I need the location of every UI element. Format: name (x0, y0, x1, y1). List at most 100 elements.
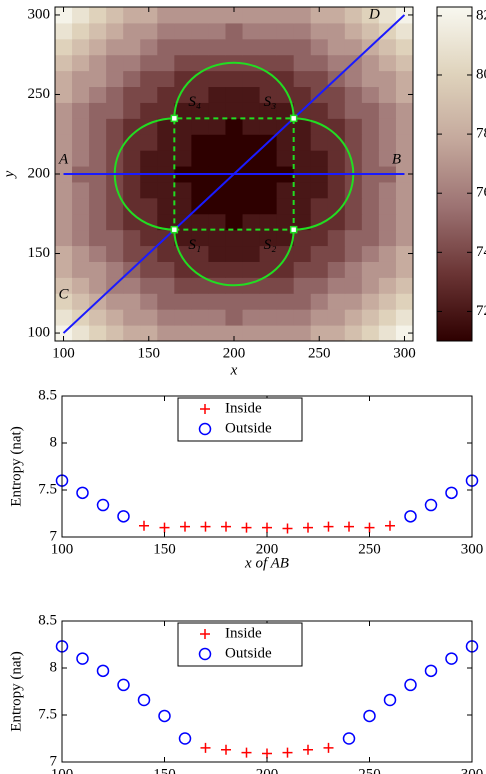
heat-cell (378, 102, 397, 119)
heat-cell (327, 197, 346, 215)
marker-plus (262, 748, 272, 759)
heat-cell (327, 229, 346, 247)
heat-cell (327, 38, 346, 56)
heat-cell (327, 325, 346, 342)
heat-cell (310, 245, 329, 262)
heat-cell (293, 38, 312, 56)
heat-cell (276, 213, 295, 231)
heat-cell (327, 54, 346, 72)
heat-cell (191, 7, 209, 24)
heat-cell (89, 54, 107, 72)
heat-cell (276, 229, 295, 247)
heat-cell (242, 181, 261, 199)
heat-cell (242, 309, 261, 326)
heat-cell (225, 150, 244, 167)
heat-cell (55, 261, 73, 278)
heat-cell (157, 325, 175, 342)
y-tick-label: 200 (28, 165, 51, 181)
heat-cell (378, 38, 397, 56)
heat-cell (310, 54, 329, 72)
marker-circle (342, 732, 356, 745)
heat-cell (123, 102, 141, 119)
heat-cell (259, 277, 278, 294)
sensor-square (173, 117, 295, 231)
heat-cell (140, 54, 158, 72)
heat-cell (361, 86, 380, 103)
heat-cell (72, 277, 90, 294)
heat-cell (327, 309, 346, 326)
heat-cell (225, 197, 244, 215)
marker-plus (180, 521, 190, 532)
heat-cell (225, 245, 244, 262)
heat-cell (55, 22, 73, 40)
colorbar (436, 6, 473, 342)
marker-circle (76, 486, 89, 500)
heat-cell (259, 38, 278, 56)
marker-plus (385, 520, 395, 531)
marker-circle (117, 678, 130, 692)
heat-cell (395, 150, 414, 167)
heat-cell (293, 86, 312, 103)
marker-circle (198, 422, 212, 436)
heat-cell (344, 86, 363, 103)
y-tick-label: 8 (50, 659, 58, 675)
marker-circle (383, 693, 397, 707)
heat-cell (157, 213, 175, 231)
heat-cell (361, 293, 380, 310)
marker-circle (404, 510, 417, 523)
line-label: A (58, 151, 69, 167)
heat-cell (208, 277, 226, 294)
marker-circle (178, 732, 192, 745)
heat-cell (55, 229, 73, 247)
sensor-label: S₂ (264, 237, 277, 253)
heat-cell (208, 245, 226, 262)
heat-cell (191, 150, 209, 167)
heat-cell (123, 213, 141, 231)
heat-cell (123, 309, 141, 326)
heat-cell (123, 325, 141, 342)
marker-circle (96, 498, 110, 512)
heat-cell (395, 70, 414, 88)
x-tick-label: 250 (358, 541, 381, 557)
heat-cell (395, 245, 414, 262)
heat-cell (242, 197, 261, 215)
heat-cell (327, 261, 346, 278)
marker-plus (200, 404, 210, 414)
heat-cell (293, 261, 312, 278)
heat-cell (174, 102, 192, 119)
heat-cell (344, 293, 363, 310)
marker-circle (445, 652, 458, 665)
x-tick-label: 300 (461, 541, 484, 557)
heat-cell (225, 22, 244, 40)
heat-cell (174, 277, 192, 294)
heat-cell (106, 38, 124, 56)
heat-cell (361, 325, 380, 342)
heat-cell (106, 118, 124, 135)
heat-cell (106, 86, 124, 103)
heat-cell (259, 22, 278, 40)
heat-cell (395, 54, 414, 72)
heat-cell (191, 54, 209, 72)
heat-cell (157, 7, 175, 24)
heat-cell (327, 293, 346, 310)
marker-plus (200, 521, 211, 532)
heat-cell (310, 293, 329, 310)
sensor-label: S₁ (188, 237, 201, 253)
heat-cell (259, 118, 278, 135)
x-tick-label: 200 (256, 766, 279, 774)
heat-cell (123, 7, 141, 24)
line-label: C (59, 286, 70, 302)
axes-frame (54, 6, 414, 342)
heat-cell (242, 134, 261, 151)
marker-plus (344, 521, 354, 532)
heat-cell (242, 70, 261, 88)
heat-cell (157, 118, 175, 135)
heat-cell (208, 38, 226, 56)
heat-cell (293, 181, 312, 199)
heat-cell (327, 245, 346, 262)
heat-cell (310, 309, 329, 326)
heat-cell (310, 22, 329, 40)
marker-plus (364, 522, 375, 533)
marker-plus (221, 744, 231, 755)
heat-cell (174, 22, 192, 40)
